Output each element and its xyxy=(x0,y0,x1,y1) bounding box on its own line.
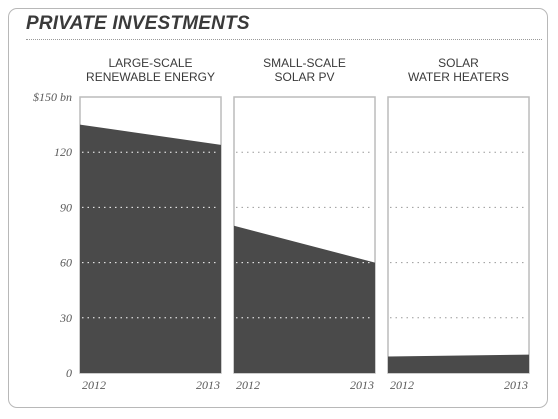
y-tick-label: 60 xyxy=(60,256,72,270)
y-tick-label: $150 bn xyxy=(33,90,72,104)
chart-title: PRIVATE INVESTMENTS xyxy=(26,13,250,34)
y-tick-label: 90 xyxy=(60,200,72,214)
panel-frame xyxy=(387,96,530,374)
x-tick-label: 2013 xyxy=(504,378,528,392)
y-tick-label: 30 xyxy=(59,311,72,325)
x-tick-label: 2012 xyxy=(82,378,106,392)
x-tick-label: 2013 xyxy=(350,378,374,392)
area-series xyxy=(388,354,529,373)
panel-title: SOLAR xyxy=(438,56,479,70)
panel-title: RENEWABLE ENERGY xyxy=(86,70,215,84)
x-tick-label: 2013 xyxy=(196,378,220,392)
panel-title: LARGE-SCALE xyxy=(108,56,192,70)
panel-title: SOLAR PV xyxy=(274,70,334,84)
x-tick-label: 2012 xyxy=(390,378,414,392)
panel-title: WATER HEATERS xyxy=(408,70,509,84)
area-series xyxy=(80,124,221,373)
y-tick-label: 120 xyxy=(54,145,72,159)
y-tick-label: 0 xyxy=(66,366,72,380)
panel-title: SMALL-SCALE xyxy=(263,56,346,70)
title-divider xyxy=(26,39,542,40)
x-tick-label: 2012 xyxy=(236,378,260,392)
